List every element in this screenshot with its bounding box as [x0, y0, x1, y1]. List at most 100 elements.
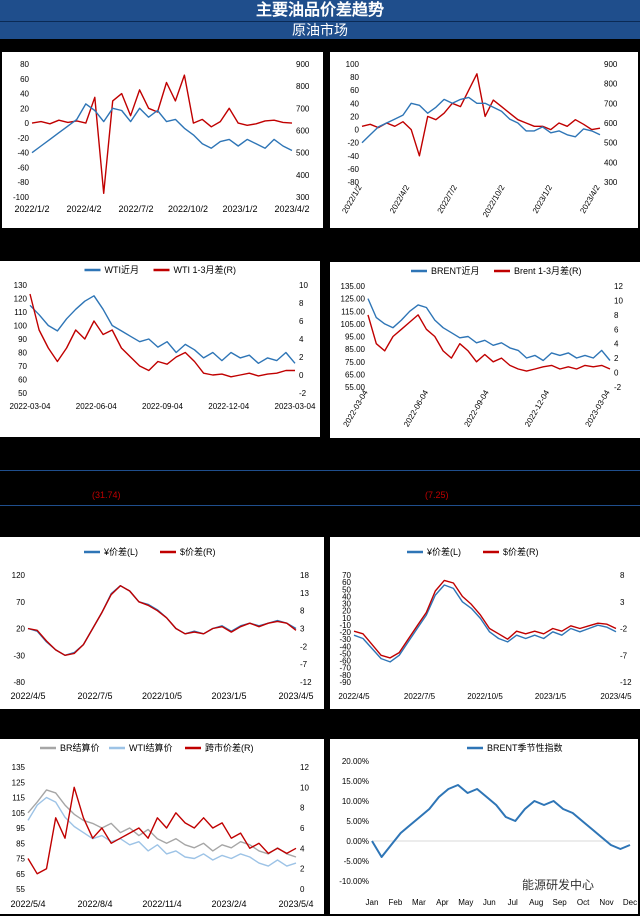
y-tick-label-left: 100 — [14, 322, 28, 331]
chart-1: 80 60 40 20 0 -20 -40 -60 -80 -100 900 800 700 600 500… — [13, 60, 310, 214]
y-tick-label-left: -60 — [339, 657, 351, 666]
y-tick-label-right: 600 — [604, 119, 618, 128]
legend-label: BRENT季节性指数 — [487, 742, 563, 753]
y-tick-label-right: 6 — [299, 317, 304, 326]
y-tick-label-right: 2 — [614, 354, 619, 363]
y-tick-label-left: 60 — [342, 578, 351, 587]
x-tick-label: 2023/1/5 — [535, 692, 567, 701]
y-tick-label-left: -40 — [339, 642, 351, 651]
legend-label: Brent 1-3月差(R) — [514, 265, 582, 276]
series-line — [27, 585, 297, 657]
chart-panel-2: 100 80 60 40 20 0 -20 -40 -60 -80 900 800 700 600 500 4… — [330, 52, 638, 228]
y-tick-label-left: 75.00 — [345, 358, 366, 367]
y-tick-label-left: 115 — [12, 794, 25, 803]
x-tick-label: 2022/11/4 — [142, 899, 181, 909]
x-tick-label: 2023/4/2 — [274, 204, 309, 214]
y-tick-label-right: 18 — [300, 571, 309, 580]
x-tick-label: 2022/10/5 — [467, 692, 503, 701]
series-line — [367, 298, 611, 362]
y-tick-label-right: 2 — [299, 353, 304, 362]
y-tick-label-right: 600 — [296, 127, 310, 136]
x-tick-label: 2022/10/2 — [481, 183, 507, 219]
x-tick-label: 2023/4/5 — [600, 692, 632, 701]
y-tick-label-left: 20 — [20, 104, 29, 113]
y-tick-label-right: 0 — [614, 369, 619, 378]
series-line — [29, 295, 296, 365]
y-tick-label-left: 80 — [18, 349, 27, 358]
y-tick-label-right: 800 — [604, 80, 618, 89]
y-tick-label-right: 800 — [296, 82, 310, 91]
x-tick-label: 2022-06-04 — [402, 388, 431, 428]
y-tick-label-right: 900 — [296, 60, 310, 69]
spread-value-right: (7.25) — [425, 490, 449, 500]
x-tick-label: 2022/7/5 — [404, 692, 436, 701]
x-tick-label: 2022-12-04 — [208, 402, 249, 411]
y-tick-label-right: 300 — [604, 178, 618, 187]
y-tick-label-left: 5.00% — [346, 817, 369, 826]
y-tick-label-right: 400 — [296, 171, 310, 180]
chart-8: 20.00% 15.00% 10.00% 5.00% 0.00% -5.00% -10.00… — [339, 742, 637, 907]
chart-6: 70605040302010-10-20-30-40-50-60-70-80-9… — [338, 546, 632, 701]
series-line — [31, 74, 293, 195]
y-tick-label-right: -2 — [299, 389, 307, 398]
y-tick-label-left: 125.00 — [341, 295, 366, 304]
series-line — [27, 796, 297, 867]
y-tick-label-right: 8 — [300, 607, 305, 616]
x-tick-label: 2023/2/4 — [211, 899, 246, 909]
series-line — [27, 786, 297, 875]
series-line — [361, 96, 601, 144]
y-tick-label-left: 0 — [355, 126, 360, 135]
y-tick-label-right: 12 — [300, 763, 309, 772]
y-tick-label-right: 2 — [300, 865, 305, 874]
series-line — [367, 314, 611, 372]
series-line — [353, 584, 617, 663]
y-tick-label-left: -10.00% — [339, 877, 369, 886]
x-tick-label: 2022/8/4 — [77, 899, 112, 909]
y-tick-label-left: -30 — [13, 651, 25, 660]
series-line — [29, 293, 295, 378]
y-tick-label-left: 50 — [18, 389, 27, 398]
y-tick-label-left: 75 — [16, 855, 25, 864]
y-tick-label-left: 85.00 — [345, 345, 366, 354]
y-tick-label-right: 4 — [614, 340, 619, 349]
y-tick-label-left: 55 — [16, 885, 25, 894]
x-tick-label: 2022/1/2 — [14, 204, 49, 214]
legend-label: ¥价差(L) — [103, 546, 138, 557]
y-tick-label-left: 130 — [14, 281, 28, 290]
y-tick-label-left: -40 — [347, 152, 359, 161]
series-line — [361, 73, 601, 157]
y-tick-label-left: -100 — [13, 193, 30, 202]
watermark-text: 能源研发中心 — [520, 876, 597, 893]
x-tick-label: 2022/4/2 — [388, 183, 412, 215]
y-tick-label-right: 10 — [614, 296, 623, 305]
x-tick-label: 2022/4/2 — [66, 204, 101, 214]
x-tick-label: 2023/1/2 — [222, 204, 257, 214]
y-tick-label-right: -2 — [614, 383, 622, 392]
x-tick-label: Aug — [529, 898, 543, 907]
y-tick-label-left: 105.00 — [341, 320, 366, 329]
y-tick-label-right: 4 — [299, 335, 304, 344]
y-tick-label-left: 80 — [350, 73, 359, 82]
y-tick-label-right: 3 — [620, 598, 625, 607]
y-tick-label-left: 20.00% — [342, 757, 369, 766]
y-tick-label-left: 50 — [342, 585, 351, 594]
x-tick-label: Mar — [412, 898, 426, 907]
chart-panel-7: 135 125 115 105 95 85 75 65 55 12 10 8 6 4 2 0 2022/5/4 2… — [0, 739, 324, 914]
x-tick-label: 2023/4/5 — [278, 691, 313, 701]
chart-5: 120 70 20 -30 -80 18 13 8 3 -2 -7 -12 2022/4/5 2022/7… — [10, 546, 313, 701]
y-tick-label-left: -20 — [17, 134, 29, 143]
y-tick-label-left: 80 — [20, 60, 29, 69]
x-tick-label: 2023/4/2 — [578, 183, 602, 215]
y-tick-label-left: 0 — [25, 119, 30, 128]
legend-label: $价差(R) — [180, 546, 216, 557]
legend-label: ¥价差(L) — [426, 546, 461, 557]
y-tick-label-left: 10 — [342, 614, 351, 623]
x-tick-label: 2022-09-04 — [462, 388, 491, 428]
y-tick-label-left: 20 — [350, 112, 359, 121]
y-tick-label-left: 105 — [12, 809, 26, 818]
y-tick-label-left: 55.00 — [345, 383, 366, 392]
x-tick-label: May — [458, 898, 473, 907]
y-tick-label-left: 120 — [14, 295, 28, 304]
y-tick-label-left: 135.00 — [341, 282, 366, 291]
legend-label: 跨市价差(R) — [205, 742, 254, 753]
